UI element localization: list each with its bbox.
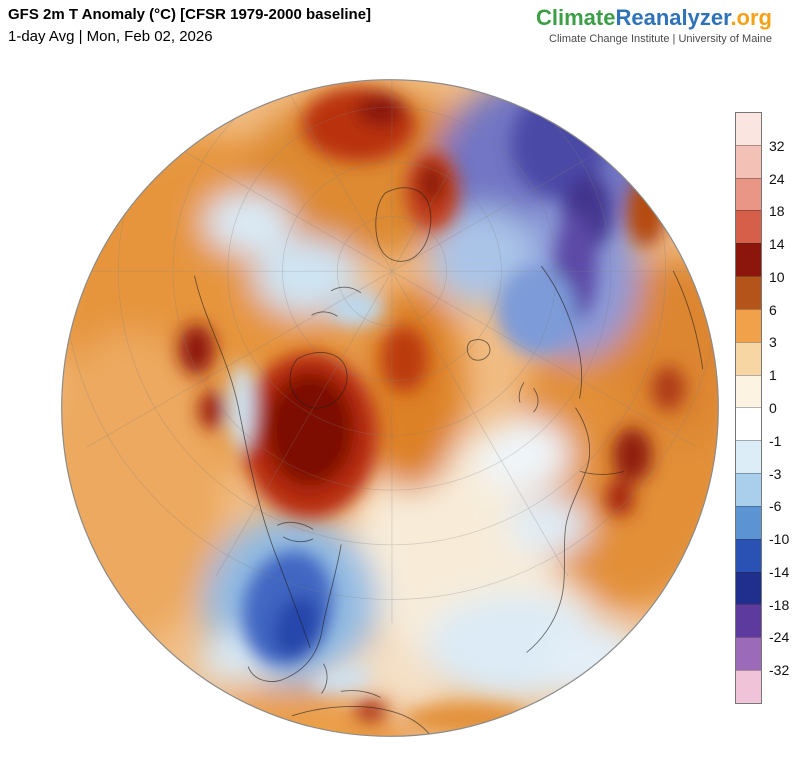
colorbar-segment	[736, 407, 761, 441]
colorbar-label: -10	[769, 531, 790, 548]
colorbar-label: 24	[769, 170, 785, 187]
colorbar-label: -18	[769, 596, 790, 613]
colorbar-label: 1	[769, 367, 777, 384]
colorbar-segment	[736, 276, 761, 309]
logo-reanalyzer: Reanalyzer	[615, 5, 731, 30]
colorbar-segment	[736, 308, 761, 342]
header: GFS 2m T Anomaly (°C) [CFSR 1979-2000 ba…	[8, 5, 371, 47]
site-logo[interactable]: ClimateReanalyzer.org	[536, 6, 772, 30]
colorbar-scale	[735, 112, 762, 704]
colorbar-label: 14	[769, 236, 785, 253]
colorbar-segment	[736, 144, 761, 178]
colorbar-label: -1	[769, 432, 782, 449]
colorbar-segment	[736, 113, 761, 145]
colorbar-label: -32	[769, 662, 790, 679]
colorbar-label: -6	[769, 498, 782, 515]
coastlines	[194, 187, 704, 737]
colorbar-segment	[736, 637, 761, 671]
page-subtitle: 1-day Avg | Mon, Feb 02, 2026	[8, 28, 213, 45]
map-area	[48, 62, 732, 754]
globe-limb	[61, 79, 719, 737]
page-title: GFS 2m T Anomaly (°C) [CFSR 1979-2000 ba…	[8, 6, 372, 23]
colorbar-segment	[736, 538, 761, 572]
colorbar-segment	[736, 210, 761, 244]
colorbar-label: 0	[769, 400, 777, 416]
colorbar-label: 32	[769, 137, 785, 154]
logo-org: .org	[730, 5, 772, 30]
globe-map	[61, 79, 719, 737]
colorbar-label: 10	[769, 268, 785, 285]
colorbar-segment	[736, 571, 761, 605]
colorbar-label: 18	[769, 203, 785, 220]
colorbar-segment	[736, 440, 761, 474]
colorbar-segment	[736, 670, 761, 703]
institute-tagline: Climate Change Institute | University of…	[549, 33, 772, 45]
graticule	[61, 79, 719, 623]
colorbar-segment	[736, 374, 761, 408]
colorbar-segment	[736, 505, 761, 539]
colorbar-segment	[736, 243, 761, 277]
colorbar-label: 3	[769, 334, 777, 351]
anomaly-broad-fields	[61, 79, 719, 737]
colorbar-label: -3	[769, 465, 782, 482]
colorbar-label: 6	[769, 301, 777, 318]
colorbar: 32 24 18 14 10 6 3 1 0 -1 -3 -6 -10 -14 -18 -24 -32	[735, 112, 795, 706]
colorbar-label: -24	[769, 629, 790, 646]
colorbar-segment	[736, 604, 761, 638]
colorbar-label: -14	[769, 563, 790, 580]
brand-block: ClimateReanalyzer.org Climate Change Ins…	[536, 6, 772, 46]
colorbar-segment	[736, 341, 761, 375]
anomaly-cores	[178, 87, 686, 735]
logo-climate: Climate	[535, 5, 616, 30]
colorbar-segment	[736, 473, 761, 506]
colorbar-segment	[736, 177, 761, 211]
